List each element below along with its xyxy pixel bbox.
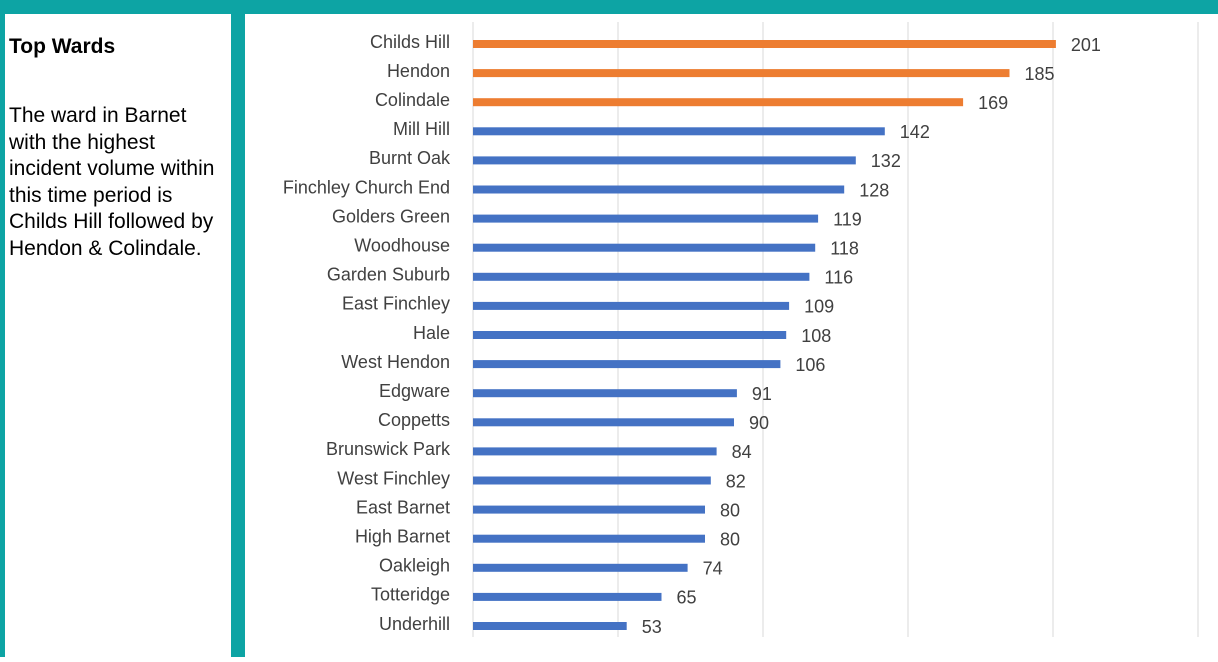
chart-area: Childs Hill Hendon Colindale Mill Hill Burnt… [245,14,1218,657]
category-label: Finchley Church End [283,177,450,197]
bar [473,534,705,543]
data-label: 65 [677,588,697,608]
data-label: 142 [900,122,930,142]
panel-description: The ward in Barnet with the highest inci… [9,104,215,260]
bar [473,156,856,165]
data-label: 106 [795,355,825,375]
bar [473,272,810,281]
bar [473,301,790,310]
frame-divider [231,0,245,657]
bar [473,40,1056,48]
category-label: Golders Green [332,206,450,226]
category-label: West Hendon [341,352,450,372]
grid-layer [472,22,1199,637]
category-label: Edgware [379,381,450,401]
bar [473,185,845,194]
category-label: Colindale [375,90,450,110]
bar [473,243,816,252]
category-label: Totteridge [371,585,450,605]
category-label: Coppetts [378,410,450,430]
bar [473,622,627,630]
bar [473,447,717,456]
bar [473,331,787,339]
bar [473,418,734,427]
category-label: Childs Hill [370,32,450,52]
data-label: 53 [642,617,662,637]
panel-title: Top Wards [9,35,116,58]
data-label: 118 [830,238,859,258]
category-label: West Finchley [337,468,450,488]
category-label: Brunswick Park [326,439,451,459]
bar [473,563,688,572]
bar [473,505,705,514]
data-label: 80 [720,500,740,520]
side-panel: Top Wards The ward in Barnet with the hi… [5,14,231,657]
category-label: Underhill [379,614,450,634]
category-label: Woodhouse [354,235,450,255]
data-label: 169 [978,93,1008,113]
bar [473,476,711,485]
bar [473,98,964,107]
ward-bar-chart: Childs Hill Hendon Colindale Mill Hill Burnt… [283,22,1199,637]
category-label: Mill Hill [393,119,450,139]
data-label: 116 [824,268,853,288]
data-label: 109 [804,297,834,317]
bar [473,389,737,398]
bar [473,127,885,136]
data-label: 185 [1025,64,1055,84]
data-label: 80 [720,529,740,549]
data-label: 90 [749,413,769,433]
category-label: Hale [413,323,450,343]
data-label: 119 [833,209,862,229]
frame-top-bar [0,0,1218,14]
frame-left-bar [0,0,5,657]
value-label-layer: 201 185 169 142 132 128 119 118 116 109 108 106 91 90… [642,35,1101,637]
category-label: East Finchley [342,294,450,314]
category-label: Hendon [387,61,450,81]
category-label: Burnt Oak [369,148,451,168]
data-label: 74 [703,559,723,579]
category-label: Garden Suburb [327,265,450,285]
data-label: 201 [1071,35,1101,55]
bar [473,69,1010,78]
category-label: East Barnet [356,497,450,517]
category-label-layer: Childs Hill Hendon Colindale Mill Hill Burnt… [283,32,451,634]
data-label: 132 [871,151,901,171]
bar [473,360,781,369]
data-label: 108 [801,326,831,346]
category-label: Oakleigh [379,556,450,576]
category-label: High Barnet [355,526,450,546]
bar [473,592,662,601]
data-label: 128 [859,180,889,200]
bar [473,214,819,223]
data-label: 91 [752,384,772,404]
bar-layer [473,40,1056,630]
data-label: 84 [732,442,752,462]
data-label: 82 [726,471,746,491]
